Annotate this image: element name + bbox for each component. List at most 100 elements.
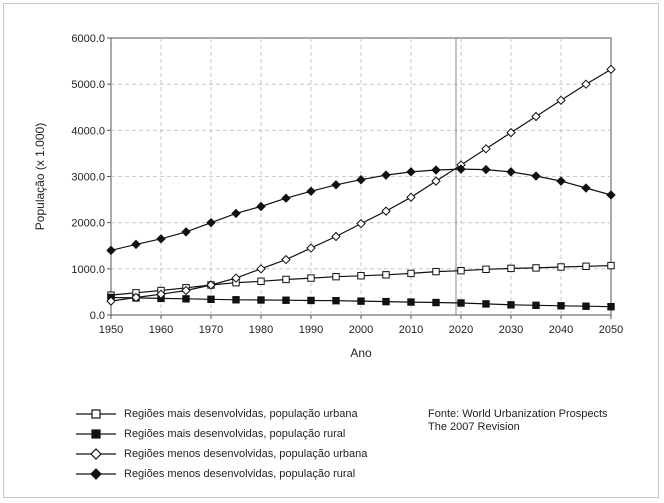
data-point-series-2 bbox=[531, 111, 541, 122]
data-point-series-3 bbox=[381, 170, 391, 180]
data-point-series-3 bbox=[556, 176, 566, 186]
source-line-1: Fonte: World Urbanization Prospects bbox=[428, 408, 608, 420]
data-point-series-1 bbox=[507, 301, 515, 309]
data-point-series-3 bbox=[231, 208, 241, 219]
y-tick-label: 4000.0 bbox=[71, 125, 105, 137]
data-point-series-0 bbox=[432, 267, 440, 276]
y-tick-label: 5000.0 bbox=[71, 79, 105, 91]
data-point-series-0 bbox=[282, 275, 290, 284]
data-point-series-2 bbox=[381, 206, 391, 216]
data-point-series-1 bbox=[407, 298, 415, 306]
legend-swatch-filled-diamond bbox=[76, 468, 116, 480]
data-point-series-1 bbox=[482, 300, 490, 308]
data-point-series-3 bbox=[456, 164, 466, 174]
data-point-series-1 bbox=[257, 296, 265, 304]
data-point-series-1 bbox=[232, 296, 240, 304]
data-point-series-2 bbox=[181, 285, 191, 296]
data-point-series-1 bbox=[532, 301, 540, 310]
data-point-series-2 bbox=[556, 95, 566, 106]
x-tick-label: 1960 bbox=[149, 324, 173, 336]
data-point-series-3 bbox=[181, 227, 191, 237]
data-point-series-1 bbox=[207, 295, 215, 304]
y-tick-label: 2000.0 bbox=[71, 218, 105, 230]
legend-label-2: Regiões menos desenvolvidas, população u… bbox=[124, 448, 368, 460]
legend-item-1: Regiões mais desenvolvidas, população ru… bbox=[76, 424, 416, 444]
data-point-series-2 bbox=[256, 264, 266, 274]
x-tick-label: 2050 bbox=[599, 324, 623, 336]
source-line-2: The 2007 Revision bbox=[428, 421, 520, 433]
data-point-series-3 bbox=[531, 171, 541, 181]
legend-swatch-open-diamond bbox=[76, 448, 116, 460]
data-point-series-3 bbox=[256, 201, 266, 212]
x-axis-label: Ano bbox=[350, 346, 372, 360]
legend-label-0: Regiões mais desenvolvidas, população ur… bbox=[124, 408, 358, 420]
data-point-series-1 bbox=[282, 296, 290, 304]
data-point-series-3 bbox=[306, 186, 316, 196]
x-tick-label: 1950 bbox=[99, 324, 123, 336]
legend-label-3: Regiões menos desenvolvidas, população r… bbox=[124, 468, 356, 480]
x-tick-label: 2040 bbox=[549, 324, 573, 336]
legend-item-3: Regiões menos desenvolvidas, população r… bbox=[76, 464, 416, 484]
data-point-series-0 bbox=[532, 264, 540, 272]
data-point-series-1 bbox=[357, 297, 365, 305]
data-point-series-3 bbox=[156, 234, 166, 244]
source-note: Fonte: World Urbanization Prospects The … bbox=[428, 408, 608, 434]
data-point-series-3 bbox=[506, 167, 516, 177]
data-point-series-3 bbox=[331, 180, 341, 190]
data-point-series-0 bbox=[582, 262, 590, 270]
x-tick-label: 1980 bbox=[249, 324, 273, 336]
data-point-series-1 bbox=[557, 302, 565, 310]
data-point-series-0 bbox=[557, 263, 565, 271]
data-point-series-2 bbox=[481, 144, 491, 154]
legend-label-1: Regiões mais desenvolvidas, população ru… bbox=[124, 428, 346, 440]
legend-swatch-filled-square bbox=[76, 429, 116, 439]
data-point-series-0 bbox=[307, 274, 315, 282]
y-axis-label: População (x 1.000) bbox=[33, 123, 47, 230]
legend: Regiões mais desenvolvidas, população ur… bbox=[76, 404, 416, 484]
data-point-series-3 bbox=[106, 245, 116, 256]
data-point-series-0 bbox=[507, 264, 515, 273]
data-point-series-2 bbox=[331, 231, 341, 242]
x-tick-label: 2030 bbox=[499, 324, 523, 336]
data-point-series-0 bbox=[357, 272, 365, 280]
data-point-series-0 bbox=[607, 261, 615, 270]
legend-item-2: Regiões menos desenvolvidas, população u… bbox=[76, 444, 416, 464]
data-point-series-3 bbox=[206, 217, 216, 228]
data-point-series-3 bbox=[606, 190, 616, 200]
data-point-series-3 bbox=[131, 239, 141, 250]
data-point-series-0 bbox=[457, 266, 465, 275]
x-tick-label: 2010 bbox=[399, 324, 423, 336]
data-point-series-1 bbox=[307, 296, 315, 305]
chart-frame: 1950 1960 1970 1980 1990 2000 2010 2020 2030 2040… bbox=[3, 3, 659, 498]
y-tick-label: 6000.0 bbox=[71, 33, 105, 45]
data-point-series-2 bbox=[106, 296, 116, 306]
data-point-series-0 bbox=[382, 271, 390, 279]
data-point-series-1 bbox=[607, 302, 615, 311]
x-tick-label: 2000 bbox=[349, 324, 373, 336]
data-point-series-2 bbox=[356, 218, 366, 229]
data-point-series-2 bbox=[406, 192, 416, 202]
data-point-series-0 bbox=[482, 265, 490, 273]
data-point-series-1 bbox=[432, 298, 440, 307]
data-point-series-2 bbox=[281, 254, 291, 265]
data-point-series-3 bbox=[406, 167, 416, 177]
data-point-series-2 bbox=[581, 79, 591, 89]
data-point-series-2 bbox=[431, 176, 441, 186]
data-point-series-2 bbox=[506, 127, 516, 138]
data-point-series-1 bbox=[457, 299, 465, 307]
data-point-series-2 bbox=[606, 64, 616, 75]
data-point-series-1 bbox=[582, 302, 590, 310]
data-point-series-0 bbox=[407, 269, 415, 278]
y-tick-label: 1000.0 bbox=[71, 264, 105, 276]
data-point-series-3 bbox=[281, 193, 291, 203]
data-point-series-1 bbox=[182, 295, 190, 303]
data-point-series-0 bbox=[332, 272, 340, 281]
data-point-series-2 bbox=[206, 280, 216, 290]
x-tick-label: 1990 bbox=[299, 324, 323, 336]
data-point-series-3 bbox=[481, 164, 491, 175]
line-chart: 1950 1960 1970 1980 1990 2000 2010 2020 2030 2040… bbox=[33, 33, 623, 360]
data-point-series-2 bbox=[231, 273, 241, 283]
data-point-series-1 bbox=[332, 296, 340, 305]
data-point-series-2 bbox=[131, 292, 141, 303]
data-point-series-3 bbox=[581, 183, 591, 193]
